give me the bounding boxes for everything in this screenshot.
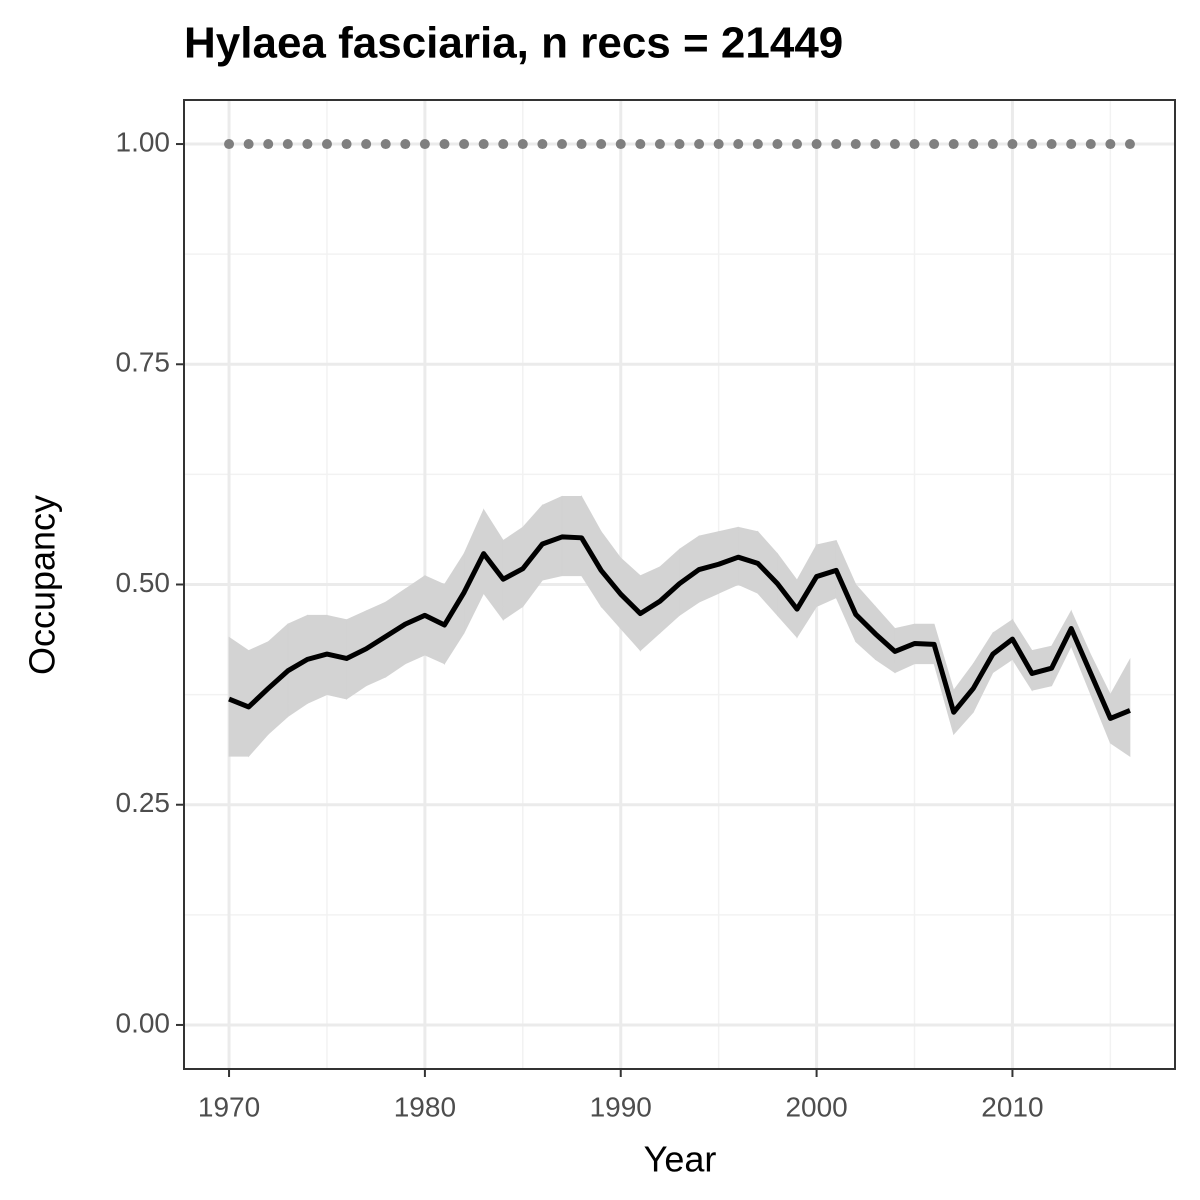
x-tick-label: 2010 [981,1091,1043,1122]
reference-dot [772,139,783,150]
reference-dot [674,139,685,150]
reference-dot [987,139,998,150]
reference-dot [224,139,235,150]
reference-dot [733,139,744,150]
reference-dot [1085,139,1096,150]
reference-dot [615,139,626,150]
reference-dot [576,139,587,150]
reference-dot [380,139,391,150]
reference-dot [361,139,372,150]
reference-dot [654,139,665,150]
y-tick-label: 0.75 [116,347,171,378]
x-axis-title: Year [644,1139,717,1180]
reference-dot [929,139,940,150]
reference-dot [889,139,900,150]
reference-dot [752,139,763,150]
reference-dot [909,139,920,150]
reference-dot [635,139,646,150]
confidence-band [1109,657,1131,758]
reference-dot [1046,139,1057,150]
reference-dot [968,139,979,150]
reference-dot [1124,139,1135,150]
reference-dot [498,139,509,150]
y-axis-title: Occupancy [22,495,63,675]
reference-dot [1007,139,1018,150]
reference-dot [831,139,842,150]
reference-dot [948,139,959,150]
reference-dot [419,139,430,150]
reference-dot [517,139,528,150]
y-tick-label: 0.00 [116,1007,171,1038]
x-tick-label: 1970 [198,1091,260,1122]
reference-dot [713,139,724,150]
reference-dot [478,139,489,150]
reference-dot [537,139,548,150]
reference-dot [811,139,822,150]
reference-dot [792,139,803,150]
y-tick-label: 1.00 [116,126,171,157]
reference-dot [400,139,411,150]
reference-dot [321,139,332,150]
reference-dot [850,139,861,150]
reference-dot [243,139,254,150]
reference-dot [870,139,881,150]
reference-dot [302,139,313,150]
x-tick-label: 2000 [785,1091,847,1122]
y-tick-label: 0.50 [116,567,171,598]
reference-dot [1066,139,1077,150]
reference-dot [341,139,352,150]
reference-dot [439,139,450,150]
x-tick-label: 1980 [394,1091,456,1122]
reference-dot [556,139,567,150]
y-tick-label: 0.25 [116,787,171,818]
plot-area [224,139,1135,758]
reference-dot [694,139,705,150]
x-tick-label: 1990 [590,1091,652,1122]
axes: 1970 1980 1990 2000 2010 0.00 0.25 0.50 0.75 1.00 [116,126,1044,1122]
reference-dot [1105,139,1116,150]
reference-dot [596,139,607,150]
chart-title: Hylaea fasciaria, n recs = 21449 [184,19,843,68]
confidence-band [228,636,250,757]
reference-dot [1027,139,1038,150]
reference-dot [263,139,274,150]
reference-dot [282,139,293,150]
reference-dot [459,139,470,150]
mean-line [228,534,1131,721]
